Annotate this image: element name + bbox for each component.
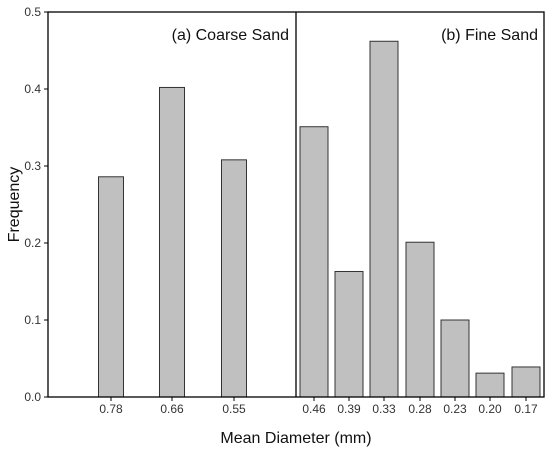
bar xyxy=(369,40,399,398)
y-tick-label: 0.2 xyxy=(24,236,41,250)
bar xyxy=(511,366,541,398)
x-tick-label: 0.78 xyxy=(99,402,123,416)
x-tick-label: 0.46 xyxy=(302,402,326,416)
panel-b-label: (b) Fine Sand xyxy=(441,27,538,44)
x-tick-label: 0.23 xyxy=(443,402,467,416)
coarse-sand-panel: 0.78 0.66 0.55 xyxy=(98,86,247,416)
y-tick-label: 0.1 xyxy=(24,313,41,327)
x-tick-label: 0.66 xyxy=(160,402,184,416)
y-axis: 0.0 0.1 0.2 0.3 0.4 0.5 xyxy=(24,5,48,404)
y-tick-label: 0.5 xyxy=(24,5,41,19)
bar xyxy=(475,372,505,398)
y-tick-label: 0.3 xyxy=(24,159,41,173)
x-tick-label: 0.33 xyxy=(372,402,396,416)
x-tick-label: 0.20 xyxy=(478,402,502,416)
bar xyxy=(98,176,124,398)
fine-sand-panel: 0.46 0.39 0.33 0.28 0.23 0.20 0.17 xyxy=(299,40,541,416)
plot-frame xyxy=(47,11,545,398)
x-tick-label: 0.39 xyxy=(337,402,361,416)
x-tick-label: 0.28 xyxy=(408,402,432,416)
x-axis-title: Mean Diameter (mm) xyxy=(220,430,371,447)
y-tick-label: 0.0 xyxy=(24,390,41,404)
bar xyxy=(159,86,185,398)
panel-a-label: (a) Coarse Sand xyxy=(172,27,289,44)
y-tick-label: 0.4 xyxy=(24,82,41,96)
bar xyxy=(440,319,470,398)
x-tick-label: 0.17 xyxy=(514,402,538,416)
bar xyxy=(405,241,435,398)
bar xyxy=(221,159,247,398)
y-axis-title: Frequency xyxy=(6,167,23,243)
x-tick-label: 0.55 xyxy=(222,402,246,416)
bar xyxy=(299,126,329,398)
bar xyxy=(334,270,364,398)
